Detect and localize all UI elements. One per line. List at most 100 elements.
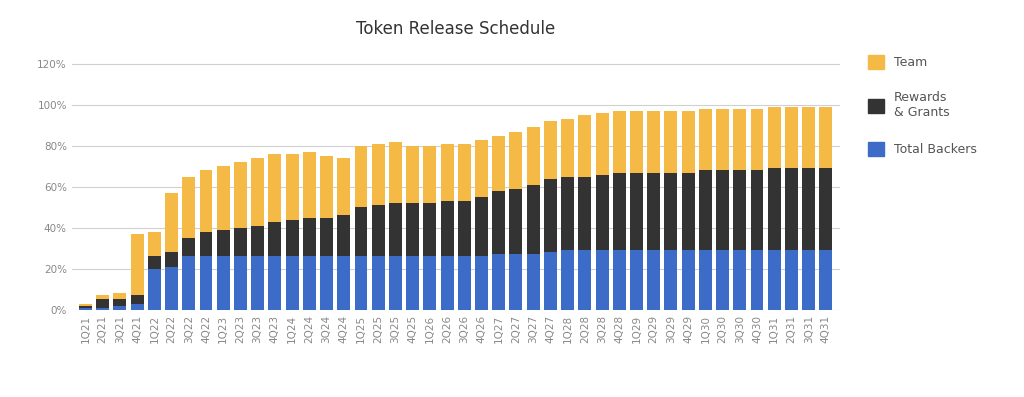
Bar <box>612 173 626 250</box>
Bar <box>200 232 212 256</box>
Bar <box>286 220 299 256</box>
Bar <box>802 250 815 310</box>
Bar <box>114 306 126 310</box>
Bar <box>819 250 833 310</box>
Bar <box>768 250 780 310</box>
Bar <box>475 140 488 197</box>
Bar <box>372 256 385 310</box>
Bar <box>423 203 436 256</box>
Bar <box>751 109 764 170</box>
Bar <box>510 189 522 254</box>
Bar <box>699 109 712 170</box>
Bar <box>561 250 574 310</box>
Bar <box>372 144 385 205</box>
Bar <box>458 256 471 310</box>
Bar <box>630 173 643 250</box>
Bar <box>407 256 419 310</box>
Bar <box>200 256 212 310</box>
Bar <box>389 256 401 310</box>
Bar <box>79 304 92 306</box>
Bar <box>682 111 694 173</box>
Bar <box>579 177 591 250</box>
Bar <box>475 256 488 310</box>
Bar <box>200 170 212 232</box>
Bar <box>423 146 436 203</box>
Bar <box>268 154 282 222</box>
Bar <box>665 111 678 173</box>
Bar <box>475 197 488 256</box>
Bar <box>96 308 110 310</box>
Bar <box>217 166 229 230</box>
Bar <box>147 232 161 256</box>
Bar <box>233 162 247 228</box>
Bar <box>321 256 333 310</box>
Bar <box>785 107 798 168</box>
Bar <box>79 308 92 310</box>
Bar <box>217 256 229 310</box>
Bar <box>182 256 196 310</box>
Bar <box>802 168 815 250</box>
Bar <box>819 168 833 250</box>
Bar <box>268 256 282 310</box>
Bar <box>510 254 522 310</box>
Bar <box>233 228 247 256</box>
Bar <box>526 127 540 185</box>
Bar <box>579 250 591 310</box>
Bar <box>716 170 729 250</box>
Bar <box>440 201 454 256</box>
Bar <box>131 295 143 304</box>
Bar <box>493 254 505 310</box>
Bar <box>596 250 608 310</box>
Bar <box>699 250 712 310</box>
Bar <box>286 256 299 310</box>
Bar <box>96 299 110 308</box>
Bar <box>819 107 833 168</box>
Bar <box>354 256 368 310</box>
Bar <box>458 144 471 201</box>
Bar <box>440 256 454 310</box>
Bar <box>423 256 436 310</box>
Bar <box>612 250 626 310</box>
Bar <box>354 146 368 207</box>
Bar <box>579 115 591 177</box>
Bar <box>665 173 678 250</box>
Bar <box>630 111 643 173</box>
Title: Token Release Schedule: Token Release Schedule <box>356 20 555 38</box>
Bar <box>682 173 694 250</box>
Bar <box>96 295 110 299</box>
Bar <box>768 107 780 168</box>
Bar <box>785 250 798 310</box>
Bar <box>337 158 350 216</box>
Bar <box>217 230 229 256</box>
Bar <box>596 113 608 175</box>
Bar <box>630 250 643 310</box>
Bar <box>526 254 540 310</box>
Bar <box>337 256 350 310</box>
Bar <box>647 111 660 173</box>
Bar <box>251 256 264 310</box>
Bar <box>131 234 143 295</box>
Bar <box>733 109 746 170</box>
Bar <box>182 177 196 238</box>
Bar <box>440 144 454 201</box>
Bar <box>79 306 92 308</box>
Bar <box>165 252 178 267</box>
Bar <box>372 205 385 256</box>
Bar <box>612 111 626 173</box>
Bar <box>751 170 764 250</box>
Bar <box>751 250 764 310</box>
Bar <box>510 131 522 189</box>
Bar <box>354 207 368 256</box>
Bar <box>147 256 161 269</box>
Bar <box>665 250 678 310</box>
Bar <box>596 175 608 250</box>
Bar <box>647 173 660 250</box>
Bar <box>544 121 557 179</box>
Bar <box>699 170 712 250</box>
Bar <box>733 170 746 250</box>
Bar <box>114 293 126 299</box>
Bar <box>321 156 333 218</box>
Bar <box>458 201 471 256</box>
Bar <box>647 250 660 310</box>
Bar <box>268 222 282 256</box>
